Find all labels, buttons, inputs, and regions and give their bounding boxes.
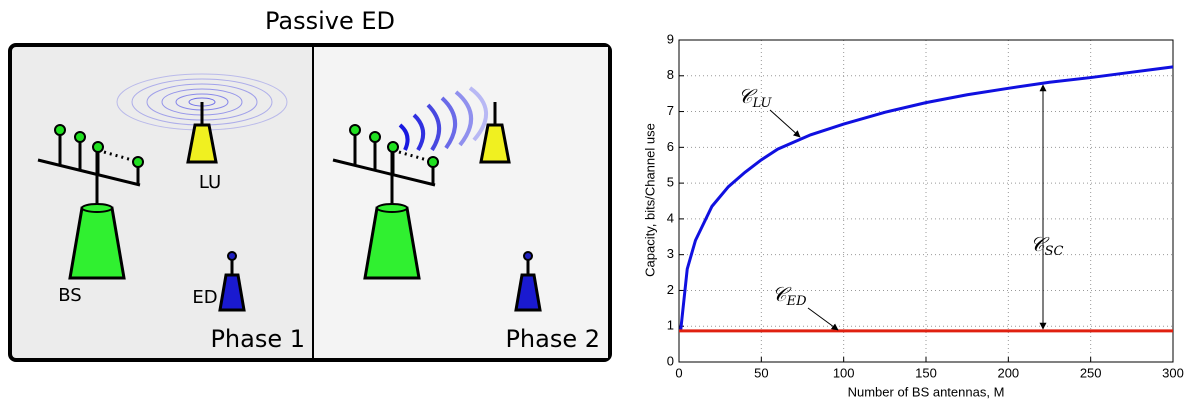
phase-label: Phase 1 [210,325,305,353]
ed-label: ED [192,287,217,308]
ed-dot [523,251,533,261]
antenna-dots [54,124,144,168]
bs-top [81,203,113,213]
x-tick-label: 300 [1162,365,1184,380]
y-tick-label: 9 [667,31,674,46]
phase-label: Phase 2 [505,325,600,353]
annotation-subscript: SC [1045,244,1064,259]
y-axis-label: Capacity, bits/Channel use [642,123,657,277]
x-axis-label: Number of BS antennas, M [848,384,1005,399]
lu-label: LU [199,172,221,193]
ed-body [514,273,542,312]
bs-top [376,203,408,213]
x-tick-label: 100 [833,365,855,380]
y-tick-label: 4 [667,210,674,225]
antenna-dots [349,124,439,168]
annotation-arrow [769,109,801,138]
annotation-subscript: LU [752,96,773,111]
annotation-subscript: ED [786,294,807,309]
lu-body [479,123,511,164]
annotation-arrow [807,307,839,331]
bs-label: BS [58,285,81,306]
chart: Capacity, bits/Channel use Number of BS … [642,31,1183,399]
y-tick-label: 7 [667,103,674,118]
x-tick-label: 50 [754,365,768,380]
ed-dot [227,251,237,261]
diagram-title: Passive ED [265,7,395,35]
y-tick-label: 6 [667,139,674,154]
y-tick-label: 3 [667,246,674,261]
plot-frame [678,39,1174,363]
x-tick-label: 0 [675,365,682,380]
line [679,65,1174,332]
beam-waves [398,86,489,152]
x-tick-label: 150 [915,365,937,380]
y-tick-label: 5 [667,175,674,190]
ed-body [218,273,246,312]
y-tick-label: 0 [667,353,674,368]
y-tick-label: 2 [667,282,674,297]
lu-body [186,123,218,164]
x-tick-label: 250 [1080,365,1102,380]
x-tick-label: 200 [997,365,1019,380]
y-tick-label: 8 [667,67,674,82]
y-tick-label: 1 [667,318,674,333]
diagram: Passive ED LU BS ED Phase 1 [8,7,612,362]
